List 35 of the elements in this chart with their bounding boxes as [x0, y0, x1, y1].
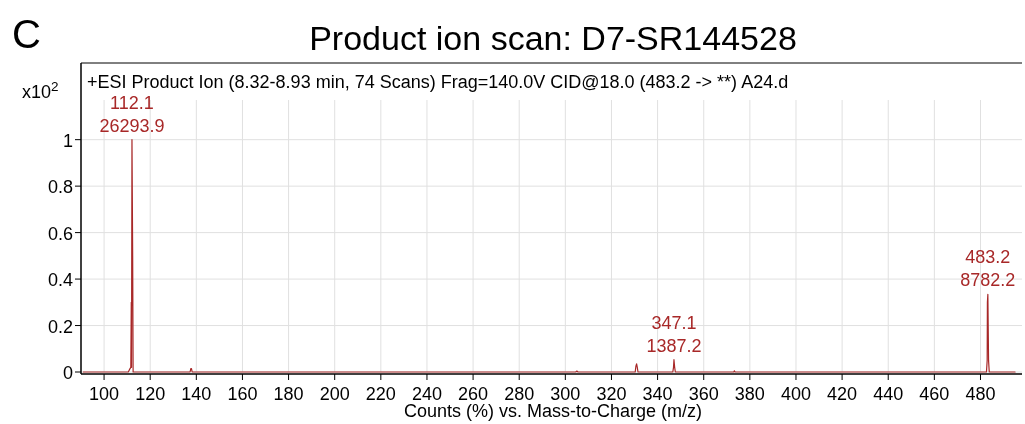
line-series	[82, 139, 1016, 373]
annotation: 112.1 26293.9	[99, 92, 165, 136]
x-tick-label: 360	[688, 384, 719, 404]
x-tick-label: 160	[227, 384, 258, 404]
x-tick-label: 480	[965, 384, 996, 404]
x-tick-label: 180	[273, 384, 304, 404]
x-tick-label: 440	[873, 384, 904, 404]
y-tick-label: 0.4	[47, 270, 73, 291]
x-tick-label: 320	[596, 384, 627, 404]
text: +ESI Product Ion (8.32-8.93 min, 74 Scans) Frag=140.0V CID@18.0 (483.2 -> **) A24.d	[87, 72, 789, 92]
x-tick-label: 220	[365, 384, 396, 404]
x-tick-label: 260	[458, 384, 489, 404]
y-tick-label: 1	[62, 130, 73, 151]
x-tick-label: 460	[919, 384, 950, 404]
y-tick-label: 0.8	[47, 177, 73, 198]
y-axis-title: x10$^{2}$	[22, 78, 59, 102]
annotation: 347.1 1387.2	[646, 312, 702, 356]
x-tick-label: 400	[780, 384, 811, 404]
x-tick-label: 140	[181, 384, 212, 404]
x-tick-label: 280	[504, 384, 535, 404]
x-tick-label: 380	[734, 384, 765, 404]
x-tick-label: 100	[89, 384, 120, 404]
x-tick-label: 200	[319, 384, 350, 404]
x-tick-label: 420	[827, 384, 858, 404]
x-tick-label: 240	[411, 384, 442, 404]
annotation: 483.2 8782.2	[960, 247, 1016, 291]
y-tick-label: 0.6	[47, 223, 73, 244]
x-tick-label: 300	[550, 384, 581, 404]
chart-title: Product ion scan: D7-SR144528	[309, 19, 797, 57]
y-tick-label: 0	[62, 363, 73, 383]
text: C	[12, 12, 41, 56]
x-tick-label: 340	[642, 384, 673, 404]
x-axis-title: Counts (%) vs. Mass-to-Charge (m/z)	[403, 401, 703, 421]
x-tick-label: 120	[135, 384, 166, 404]
y-tick-label: 0.2	[47, 316, 73, 337]
